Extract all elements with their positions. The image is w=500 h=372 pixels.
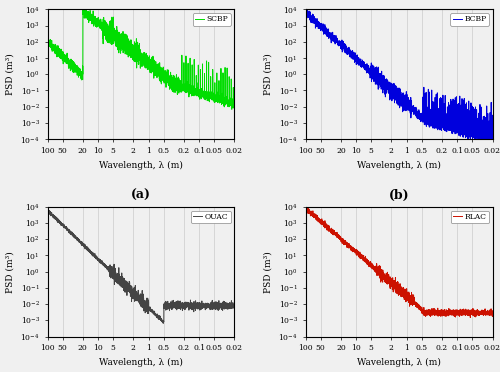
- RLAC: [335, 233, 341, 237]
- SCBP: [228, 100, 234, 105]
- Text: (a): (a): [131, 189, 151, 202]
- OUAC: [66, 228, 72, 233]
- Legend: SCBP: SCBP: [193, 13, 230, 26]
- BCBP: [304, 7, 310, 12]
- OUAC: [124, 288, 130, 292]
- RLAC: [490, 309, 496, 313]
- Y-axis label: PSD (m³): PSD (m³): [6, 251, 15, 293]
- RLAC: [374, 268, 380, 272]
- X-axis label: Wavelength, λ (m): Wavelength, λ (m): [357, 358, 441, 367]
- BCBP: [490, 134, 496, 138]
- OUAC: [116, 282, 122, 287]
- SCBP: [80, 4, 86, 9]
- BCBP: [302, 8, 308, 12]
- X-axis label: Wavelength, λ (m): Wavelength, λ (m): [99, 358, 183, 367]
- SCBP: [77, 67, 83, 72]
- RLAC: [466, 310, 471, 314]
- BCBP: [335, 39, 341, 44]
- RLAC: [486, 310, 492, 315]
- SCBP: [229, 107, 235, 112]
- RLAC: [302, 204, 308, 209]
- SCBP: [124, 41, 130, 45]
- Y-axis label: PSD (m³): PSD (m³): [264, 53, 273, 95]
- BCBP: [374, 73, 380, 77]
- Legend: RLAC: RLAC: [450, 211, 488, 223]
- SCBP: [116, 36, 122, 41]
- Line: RLAC: RLAC: [306, 206, 492, 318]
- Legend: BCBP: BCBP: [450, 13, 488, 26]
- BCBP: [324, 29, 330, 33]
- Legend: OUAC: OUAC: [191, 211, 230, 223]
- Line: OUAC: OUAC: [48, 209, 234, 323]
- BCBP: [382, 94, 388, 99]
- SCBP: [44, 36, 51, 40]
- OUAC: [44, 207, 51, 212]
- Text: (b): (b): [388, 189, 409, 202]
- RLAC: [382, 280, 388, 285]
- Line: BCBP: BCBP: [306, 9, 492, 143]
- BCBP: [466, 99, 471, 103]
- Line: SCBP: SCBP: [48, 7, 234, 109]
- OUAC: [160, 321, 166, 326]
- SCBP: [66, 61, 72, 65]
- RLAC: [324, 225, 330, 230]
- OUAC: [232, 299, 237, 303]
- X-axis label: Wavelength, λ (m): Wavelength, λ (m): [357, 160, 441, 170]
- BCBP: [489, 141, 495, 145]
- Y-axis label: PSD (m³): PSD (m³): [6, 53, 15, 95]
- RLAC: [302, 208, 308, 212]
- OUAC: [208, 303, 214, 308]
- X-axis label: Wavelength, λ (m): Wavelength, λ (m): [99, 160, 183, 170]
- SCBP: [208, 81, 214, 86]
- BCBP: [486, 134, 492, 138]
- RLAC: [468, 315, 473, 320]
- OUAC: [77, 239, 83, 244]
- OUAC: [228, 303, 234, 307]
- Y-axis label: PSD (m³): PSD (m³): [264, 251, 273, 293]
- SCBP: [232, 105, 237, 109]
